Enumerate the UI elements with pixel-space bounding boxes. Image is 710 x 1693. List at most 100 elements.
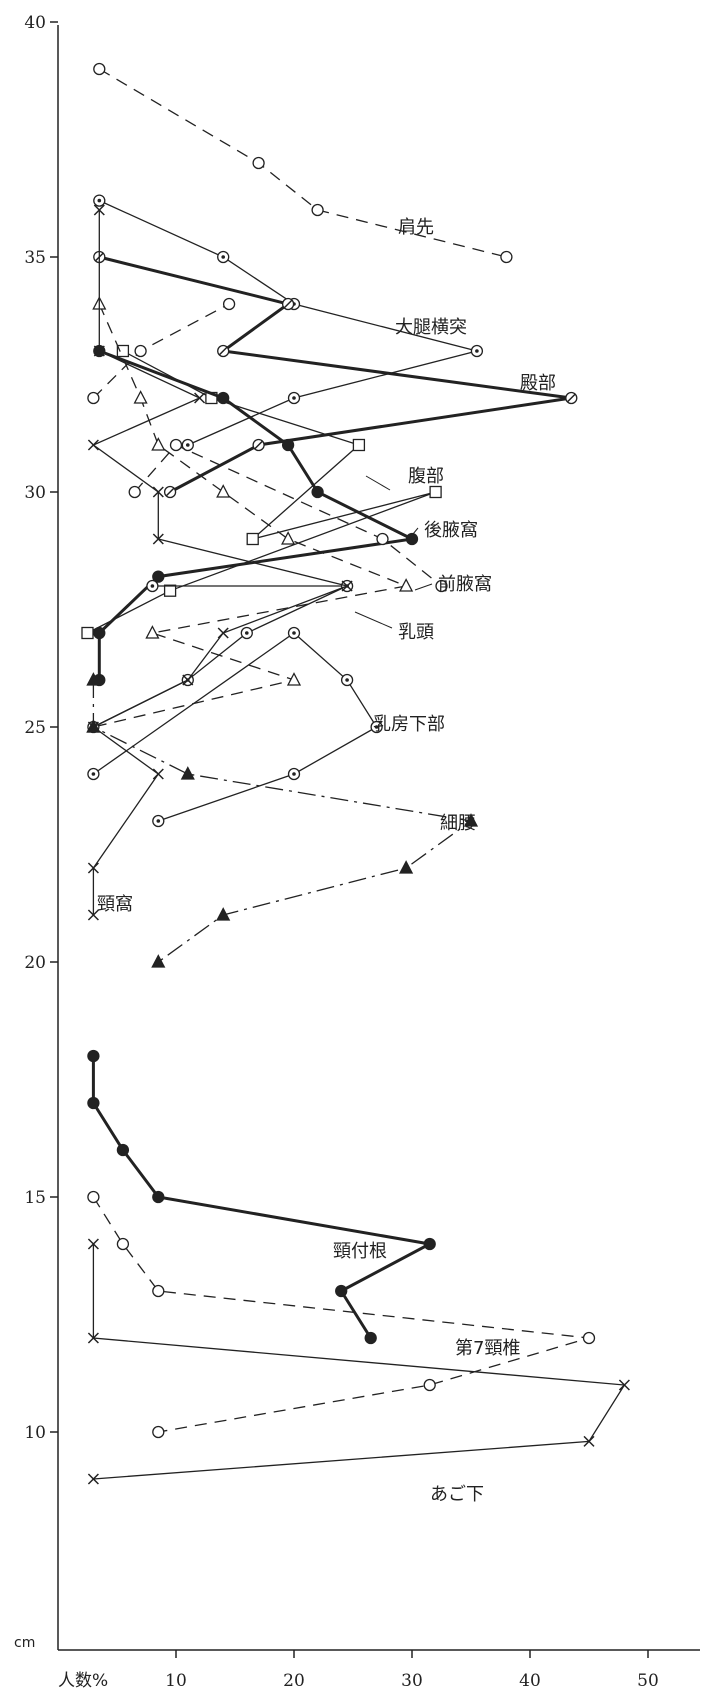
series-13 <box>87 1190 596 1439</box>
data-point <box>287 391 301 405</box>
series-line <box>99 200 478 446</box>
y-tick-label: 25 <box>24 718 46 738</box>
series-label: 殿部 <box>520 373 556 394</box>
data-point <box>87 909 99 921</box>
series-label: 細腰 <box>440 813 476 834</box>
series-label: 前腋窩 <box>438 574 492 595</box>
data-point <box>281 531 296 545</box>
data-point <box>163 485 177 499</box>
series-line <box>93 632 378 822</box>
data-point <box>151 437 166 451</box>
series-line <box>93 585 348 728</box>
data-point <box>87 767 100 781</box>
x-tick-label: 30 <box>401 1671 423 1691</box>
data-point <box>87 1190 100 1204</box>
data-point <box>86 672 101 686</box>
data-point <box>287 626 301 640</box>
series-label: あご下 <box>430 1484 484 1505</box>
data-point <box>463 813 479 827</box>
data-point <box>429 485 442 499</box>
data-point <box>81 626 94 640</box>
data-point <box>252 438 265 452</box>
data-point <box>134 344 147 358</box>
y-tick-label: 15 <box>24 1188 46 1208</box>
data-point <box>500 250 513 264</box>
series-line <box>134 444 442 587</box>
series-line <box>92 303 230 399</box>
data-point <box>87 1238 99 1250</box>
series-label: 第7頸椎 <box>455 1338 520 1359</box>
data-point <box>583 1435 595 1447</box>
data-point <box>93 62 106 76</box>
series-0 <box>93 62 513 264</box>
data-point <box>311 203 324 217</box>
label-leader <box>365 475 391 491</box>
series-line <box>98 68 507 258</box>
series-12 <box>87 1049 436 1345</box>
x-tick-label: 50 <box>637 1671 659 1691</box>
data-point <box>281 438 295 452</box>
data-point <box>116 1237 130 1251</box>
series-line <box>92 1244 626 1480</box>
data-point <box>217 391 230 405</box>
data-point <box>87 1473 99 1485</box>
data-point <box>180 766 195 780</box>
data-point <box>216 907 231 921</box>
data-point <box>116 1143 130 1157</box>
label-leader <box>354 611 393 629</box>
series-6 <box>128 438 448 593</box>
data-point <box>163 584 177 597</box>
data-point <box>152 814 165 828</box>
data-point <box>217 250 230 264</box>
x-tick-label: 20 <box>283 1671 305 1691</box>
data-point <box>340 673 354 687</box>
data-point <box>146 579 159 593</box>
data-point <box>435 579 448 593</box>
series-label: 肩先 <box>398 217 434 238</box>
data-point <box>152 486 164 498</box>
series-label: 大腿横突 <box>395 317 467 338</box>
data-point <box>152 1190 165 1204</box>
data-point <box>87 862 99 874</box>
series-line <box>97 349 417 680</box>
data-point <box>152 1425 165 1439</box>
series-label: 乳頭 <box>398 622 434 643</box>
data-point <box>93 194 106 207</box>
series-line <box>92 210 350 915</box>
data-point <box>87 721 99 733</box>
data-point <box>335 1284 348 1298</box>
data-point <box>287 767 301 781</box>
data-point <box>87 391 100 405</box>
y-ticks: 10 15 20 25 30 35 40 <box>24 13 58 1443</box>
y-tick-label: 10 <box>24 1423 46 1443</box>
series-line <box>91 1056 435 1339</box>
data-point <box>181 438 194 452</box>
data-point <box>565 391 578 405</box>
data-point <box>145 625 160 639</box>
data-point <box>423 1378 436 1392</box>
x-axis-label: 人数% <box>58 1671 108 1691</box>
series-label: 後腋窩 <box>424 520 478 541</box>
data-point <box>182 674 194 686</box>
series-8 <box>87 626 383 828</box>
data-point <box>311 485 324 499</box>
series-7 <box>86 296 414 733</box>
data-point <box>152 570 165 583</box>
data-point <box>152 768 164 780</box>
data-point <box>217 627 229 639</box>
data-point <box>246 532 259 546</box>
data-point <box>133 390 148 404</box>
data-point <box>93 204 105 216</box>
y-tick-label: 40 <box>24 13 46 33</box>
label-leader <box>414 583 433 591</box>
series-label: 腹部 <box>408 466 444 487</box>
data-point <box>93 626 106 640</box>
y-unit-label: cm <box>14 1635 35 1651</box>
data-point <box>281 297 295 311</box>
data-point <box>240 626 253 640</box>
data-point <box>405 532 419 546</box>
data-point <box>252 156 265 170</box>
x-ticks: 10 20 30 40 50 <box>165 1650 659 1691</box>
